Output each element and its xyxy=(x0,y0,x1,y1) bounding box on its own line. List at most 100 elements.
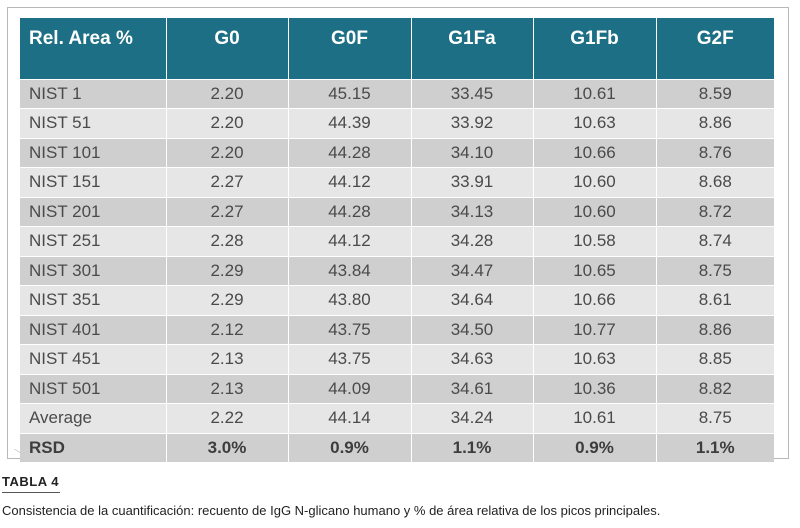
value-cell: 44.12 xyxy=(288,167,412,197)
header-g1fa: G1Fa xyxy=(411,18,534,79)
value-cell: 0.9% xyxy=(533,432,657,462)
value-cell: 33.92 xyxy=(411,108,534,138)
value-cell: 10.60 xyxy=(533,196,657,227)
value-cell: 44.12 xyxy=(288,226,412,256)
value-cell: 43.75 xyxy=(288,314,412,345)
value-cell: 34.24 xyxy=(411,403,534,433)
table-row: NIST 1 2.20 45.15 33.45 10.61 8.59 xyxy=(20,78,774,109)
value-cell: 8.86 xyxy=(656,108,774,138)
row-label-cell: NIST 401 xyxy=(20,314,167,345)
value-cell: 2.27 xyxy=(166,196,289,227)
row-label-cell: NIST 51 xyxy=(20,108,167,138)
value-cell: 10.66 xyxy=(533,285,657,315)
table-row: Average 2.22 44.14 34.24 10.61 8.75 xyxy=(20,403,774,433)
value-cell: 8.76 xyxy=(656,137,774,168)
value-cell: 34.13 xyxy=(411,196,534,227)
value-cell: 8.82 xyxy=(656,373,774,404)
header-rel-area: Rel. Area % xyxy=(20,18,167,79)
value-cell: 43.80 xyxy=(288,285,412,315)
value-cell: 34.50 xyxy=(411,314,534,345)
value-cell: 8.75 xyxy=(656,255,774,286)
value-cell: 10.58 xyxy=(533,226,657,256)
value-cell: 2.13 xyxy=(166,344,289,374)
table-row: NIST 351 2.29 43.80 34.64 10.66 8.61 xyxy=(20,285,774,315)
value-cell: 45.15 xyxy=(288,78,412,109)
value-cell: 43.84 xyxy=(288,255,412,286)
table-row: NIST 151 2.27 44.12 33.91 10.60 8.68 xyxy=(20,167,774,197)
value-cell: 10.61 xyxy=(533,403,657,433)
value-cell: 33.45 xyxy=(411,78,534,109)
header-g0f: G0F xyxy=(288,18,412,79)
value-cell: 34.64 xyxy=(411,285,534,315)
caption-label: TABLA 4 xyxy=(2,474,59,489)
value-cell: 8.72 xyxy=(656,196,774,227)
value-cell: 44.28 xyxy=(288,196,412,227)
row-label-cell: RSD xyxy=(20,432,167,462)
value-cell: 34.47 xyxy=(411,255,534,286)
value-cell: 3.0% xyxy=(166,432,289,462)
value-cell: 44.28 xyxy=(288,137,412,168)
value-cell: 10.63 xyxy=(533,108,657,138)
value-cell: 10.65 xyxy=(533,255,657,286)
row-label-cell: NIST 1 xyxy=(20,78,167,109)
value-cell: 10.66 xyxy=(533,137,657,168)
value-cell: 2.20 xyxy=(166,78,289,109)
value-cell: 10.77 xyxy=(533,314,657,345)
value-cell: 8.86 xyxy=(656,314,774,345)
value-cell: 10.36 xyxy=(533,373,657,404)
table-row: NIST 451 2.13 43.75 34.63 10.63 8.85 xyxy=(20,344,774,374)
header-g0: G0 xyxy=(166,18,289,79)
value-cell: 34.61 xyxy=(411,373,534,404)
row-label-cell: NIST 151 xyxy=(20,167,167,197)
value-cell: 8.61 xyxy=(656,285,774,315)
value-cell: 8.85 xyxy=(656,344,774,374)
table-row: NIST 51 2.20 44.39 33.92 10.63 8.86 xyxy=(20,108,774,138)
value-cell: 43.75 xyxy=(288,344,412,374)
value-cell: 2.20 xyxy=(166,137,289,168)
value-cell: 10.60 xyxy=(533,167,657,197)
value-cell: 8.74 xyxy=(656,226,774,256)
value-cell: 10.63 xyxy=(533,344,657,374)
value-cell: 8.68 xyxy=(656,167,774,197)
value-cell: 44.39 xyxy=(288,108,412,138)
value-cell: 34.63 xyxy=(411,344,534,374)
row-label-cell: Average xyxy=(20,403,167,433)
value-cell: 34.10 xyxy=(411,137,534,168)
value-cell: 2.27 xyxy=(166,167,289,197)
row-label-cell: NIST 101 xyxy=(20,137,167,168)
value-cell: 1.1% xyxy=(411,432,534,462)
value-cell: 2.20 xyxy=(166,108,289,138)
value-cell: 33.91 xyxy=(411,167,534,197)
table-row: NIST 101 2.20 44.28 34.10 10.66 8.76 xyxy=(20,137,774,168)
value-cell: 8.75 xyxy=(656,403,774,433)
value-cell: 2.29 xyxy=(166,255,289,286)
value-cell: 44.09 xyxy=(288,373,412,404)
table-row: NIST 501 2.13 44.09 34.61 10.36 8.82 xyxy=(20,373,774,404)
row-label-cell: NIST 251 xyxy=(20,226,167,256)
value-cell: 2.13 xyxy=(166,373,289,404)
value-cell: 2.29 xyxy=(166,285,289,315)
caption-rule xyxy=(2,492,60,493)
table-row: NIST 401 2.12 43.75 34.50 10.77 8.86 xyxy=(20,314,774,345)
value-cell: 2.22 xyxy=(166,403,289,433)
value-cell: 44.14 xyxy=(288,403,412,433)
table-row: NIST 301 2.29 43.84 34.47 10.65 8.75 xyxy=(20,255,774,286)
row-label-cell: NIST 451 xyxy=(20,344,167,374)
value-cell: 0.9% xyxy=(288,432,412,462)
value-cell: 10.61 xyxy=(533,78,657,109)
row-label-cell: NIST 201 xyxy=(20,196,167,227)
table-row: NIST 201 2.27 44.28 34.13 10.60 8.72 xyxy=(20,196,774,227)
header-g1fb: G1Fb xyxy=(533,18,657,79)
value-cell: 2.12 xyxy=(166,314,289,345)
row-label-cell: NIST 351 xyxy=(20,285,167,315)
caption-text: Consistencia de la cuantificación: recue… xyxy=(2,503,661,518)
table-row: RSD 3.0% 0.9% 1.1% 0.9% 1.1% xyxy=(20,432,774,462)
value-cell: 8.59 xyxy=(656,78,774,109)
row-label-cell: NIST 501 xyxy=(20,373,167,404)
value-cell: 34.28 xyxy=(411,226,534,256)
row-label-cell: NIST 301 xyxy=(20,255,167,286)
value-cell: 2.28 xyxy=(166,226,289,256)
header-g2f: G2F xyxy=(656,18,774,79)
value-cell: 1.1% xyxy=(656,432,774,462)
